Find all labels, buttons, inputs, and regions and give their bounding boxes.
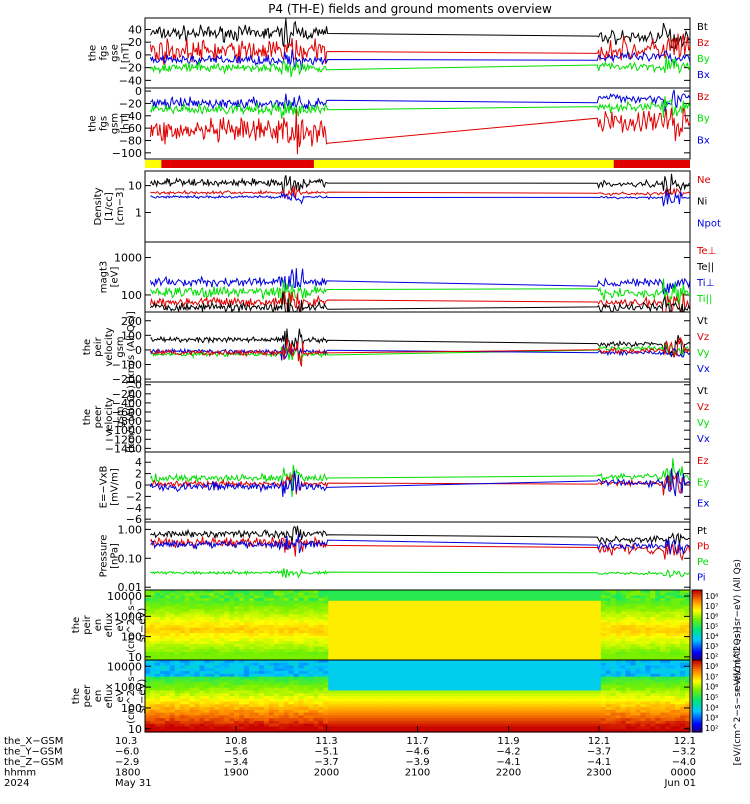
- y-axis-label: Density[1/cc][cm−3]: [93, 187, 126, 225]
- series-line-black: [150, 526, 690, 546]
- y-tick-label: 40: [128, 23, 142, 36]
- colorbar-tick-label: 10⁶: [705, 612, 718, 621]
- legend-entry: Ti⊥: [696, 278, 714, 289]
- y-axis-label: thepeirvelocitygsm[km/s (All Qs)]: [82, 311, 137, 383]
- legend-entry: Bt: [697, 22, 708, 33]
- colorbar-tick-label: 10³: [705, 642, 718, 651]
- y-tick-label: −100: [112, 147, 142, 160]
- y-tick-label: 0: [135, 85, 142, 98]
- legend-entry: Pe: [697, 557, 709, 568]
- legend-entry: Ex: [697, 499, 709, 510]
- legend-entry: Ey: [697, 477, 709, 488]
- legend-entry: Te⊥: [696, 246, 716, 257]
- series-line-blue: [150, 468, 690, 497]
- legend-entry: Vt: [697, 386, 708, 397]
- legend-entry: Pt: [697, 526, 707, 537]
- series-line-red: [150, 338, 690, 366]
- plot-title: P4 (TH-E) fields and ground moments over…: [268, 2, 552, 16]
- legend-entry: Bx: [697, 135, 710, 146]
- legend-entry: Npot: [697, 218, 721, 229]
- panel-frame: [145, 452, 690, 522]
- legend-entry: Vx: [697, 364, 710, 375]
- legend-entry: Vz: [697, 332, 709, 343]
- legend-entry: Vy: [697, 348, 710, 359]
- panel-frame: [145, 171, 690, 242]
- legend-entry: Pb: [697, 542, 709, 553]
- series-line-blue: [150, 268, 690, 295]
- y-tick-label: 0: [135, 49, 142, 62]
- panel-frame: [145, 242, 690, 312]
- colorbar-tick-label: 10⁴: [705, 632, 718, 641]
- legend-entry: Bz: [697, 38, 709, 49]
- series-line-green: [150, 96, 690, 119]
- series-line-red: [150, 536, 690, 559]
- panel-frame: [145, 312, 690, 382]
- y-axis-label: E=−VxB[mV/m]: [99, 466, 121, 509]
- series-line-green: [150, 458, 690, 497]
- series-line-blue: [150, 345, 690, 361]
- colorbar-tick-label: 10⁸: [705, 592, 718, 601]
- legend-entry: Bx: [697, 70, 710, 81]
- panel-frame: [145, 18, 690, 88]
- y-axis-label: thepeirenefluxeV(cm^2−s−sr−eV): [71, 597, 148, 653]
- panel-density: 10 1 Density[1/cc][cm−3] Ne Ni Npot: [93, 171, 721, 242]
- legend-entry: Vt: [697, 316, 708, 327]
- legend-entry: Ti||: [696, 294, 712, 305]
- legend-entry: Vx: [697, 434, 710, 445]
- y-tick-label: −20: [119, 97, 142, 110]
- series-line-black: [150, 293, 690, 322]
- legend-entry: Ez: [697, 456, 709, 467]
- y-tick-label: 1: [135, 207, 142, 220]
- y-tick-label: 10: [128, 180, 142, 193]
- y-tick-label: 0.10: [118, 552, 143, 565]
- y-axis-label: magt3[eV]: [99, 261, 121, 294]
- y-tick-label: 1000: [114, 252, 142, 265]
- panel-frame: [145, 382, 690, 452]
- y-axis-label: thefgsgse[nT]: [88, 43, 132, 63]
- legend-entry: Bz: [697, 92, 709, 103]
- y-axis-label: Pressure[nPa]: [99, 535, 121, 578]
- colorbar-tick-label: 10⁵: [705, 622, 718, 631]
- legend-entry: Pi: [697, 573, 706, 584]
- legend-entry: Vy: [697, 418, 710, 429]
- legend-entry: By: [697, 54, 710, 65]
- colorbar-tick-label: 10⁷: [705, 602, 718, 611]
- legend-entry: By: [697, 114, 710, 125]
- legend-entry: Vz: [697, 402, 709, 413]
- y-axis-label: thefgsgsm[nT]: [88, 113, 132, 134]
- panel-peer-velocity: 0−200−400−600−800−1000−1200−1400thepeerv…: [82, 379, 710, 456]
- legend-entry: Te||: [696, 262, 714, 273]
- y-tick-label: 1.00: [118, 523, 143, 536]
- colorbar-tick-label: 10²: [705, 652, 718, 661]
- series-line-red: [150, 108, 690, 154]
- y-tick-label: 100: [121, 289, 142, 302]
- series-line-black: [150, 174, 690, 194]
- y-tick-label: −80: [119, 134, 142, 147]
- legend-entry: Ni: [697, 197, 707, 208]
- legend-entry: Ne: [697, 175, 711, 186]
- series-line-green: [150, 568, 690, 578]
- series-line-blue: [150, 534, 690, 554]
- series-line-green: [150, 56, 690, 77]
